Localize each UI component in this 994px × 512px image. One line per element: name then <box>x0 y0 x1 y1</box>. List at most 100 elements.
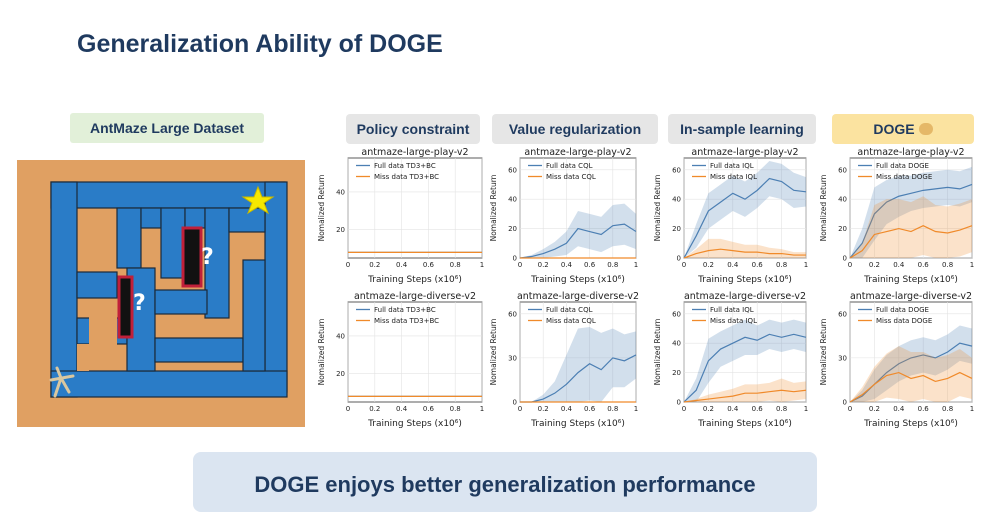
series-band-0 <box>520 203 636 258</box>
ant-robot-icon <box>49 366 75 398</box>
x-tick-label: 0.2 <box>538 405 549 413</box>
x-tick-label: 0 <box>346 405 350 413</box>
x-tick-label: 0.4 <box>893 261 905 269</box>
y-axis-label: Nomalized Return <box>489 174 498 241</box>
x-tick-label: 0 <box>518 261 522 269</box>
legend-label: Full data TD3+BC <box>374 162 436 170</box>
y-axis-label: Nomalized Return <box>653 174 662 241</box>
series-band-0 <box>520 327 636 402</box>
plot-area <box>683 301 807 403</box>
series-band-0 <box>684 319 806 402</box>
y-tick-label: 60 <box>838 310 847 318</box>
y-tick-label: 60 <box>508 166 517 174</box>
series-line-0 <box>520 354 637 403</box>
x-tick-label: 0.8 <box>450 405 461 413</box>
legend-label: Miss data DOGE <box>876 173 932 181</box>
chart-doge-play: antmaze-large-play-v2 0 0.2 0.4 0.6 0.8 1 0 20 40… <box>819 147 974 285</box>
series-line-0 <box>683 333 807 403</box>
question-mark-icon: ? <box>201 245 214 270</box>
legend-label: Miss data IQL <box>710 317 757 325</box>
x-tick-label: 0.6 <box>918 261 930 269</box>
chart-title: antmaze-large-play-v2 <box>857 147 964 158</box>
chart-title: antmaze-large-diverse-v2 <box>354 291 476 302</box>
x-tick-label: 1 <box>804 261 808 269</box>
x-tick-label: 0.8 <box>942 405 953 413</box>
x-tick-label: 1 <box>480 261 484 269</box>
y-tick-label: 0 <box>677 255 681 263</box>
plot-area <box>683 157 807 259</box>
y-tick-label: 0 <box>513 255 517 263</box>
x-axis-label: Training Steps (x10⁶) <box>530 419 625 429</box>
y-axis-label: Nomalized Return <box>317 174 326 241</box>
y-tick-label: 60 <box>508 310 517 318</box>
x-tick-label: 0 <box>346 261 350 269</box>
x-tick-label: 0 <box>518 405 522 413</box>
chart-title: antmaze-large-play-v2 <box>524 147 631 158</box>
y-axis-label: Nomalized Return <box>819 318 828 385</box>
doge-face-icon <box>918 123 933 135</box>
x-tick-label: 1 <box>804 405 808 413</box>
x-tick-label: 0.6 <box>584 261 596 269</box>
y-tick-label: 0 <box>513 399 517 407</box>
y-tick-label: 20 <box>336 370 345 378</box>
y-tick-label: 0 <box>843 255 847 263</box>
maze-walls-inner <box>77 310 117 371</box>
x-axis-label: Training Steps (x10⁶) <box>697 419 792 429</box>
y-axis-label: Nomalized Return <box>653 318 662 385</box>
series-band-0 <box>684 160 806 258</box>
question-mark-icon: ? <box>133 291 146 316</box>
legend-label: Full data CQL <box>546 306 593 314</box>
x-tick-label: 0 <box>848 261 852 269</box>
chart-title: antmaze-large-play-v2 <box>691 147 798 158</box>
y-tick-label: 30 <box>508 354 517 362</box>
legend-label: Miss data IQL <box>710 173 757 181</box>
chart-insample-play: antmaze-large-play-v2 0 0.2 0.4 0.6 0.8 1 0 20 40… <box>653 147 808 285</box>
dataset-label: AntMaze Large Dataset <box>70 113 264 143</box>
y-tick-label: 20 <box>672 369 681 377</box>
y-tick-label: 60 <box>672 310 681 318</box>
missing-region-bottom <box>117 275 134 339</box>
x-tick-label: 0.2 <box>369 405 380 413</box>
series-band-1 <box>850 196 972 258</box>
x-tick-label: 1 <box>480 405 484 413</box>
chart-insample-diverse: antmaze-large-diverse-v2 0 0.2 0.4 0.6 0.8 1 0 2… <box>653 291 808 429</box>
missing-region-top <box>181 226 203 288</box>
series-band-1 <box>684 378 806 402</box>
x-tick-label: 0.6 <box>423 405 435 413</box>
x-tick-label: 0 <box>848 405 852 413</box>
plot-area <box>347 157 483 259</box>
x-tick-label: 0.8 <box>942 261 953 269</box>
chart-title: antmaze-large-diverse-v2 <box>684 291 806 302</box>
x-axis-label: Training Steps (x10⁶) <box>863 275 958 285</box>
footer-banner: DOGE enjoys better generalization perfor… <box>193 452 817 512</box>
x-tick-label: 0.2 <box>703 261 714 269</box>
y-tick-label: 20 <box>672 225 681 233</box>
x-tick-label: 0 <box>682 261 686 269</box>
x-tick-label: 0.6 <box>752 405 764 413</box>
y-tick-label: 20 <box>838 225 847 233</box>
legend-label: Miss data CQL <box>546 173 596 181</box>
chart-title: antmaze-large-play-v2 <box>361 147 468 158</box>
plot-area <box>519 157 637 259</box>
chart-value-diverse: antmaze-large-diverse-v2 0 0.2 0.4 0.6 0.8 1 0 3… <box>489 291 639 429</box>
series-line-0 <box>519 223 637 259</box>
legend-label: Miss data TD3+BC <box>374 317 439 325</box>
x-tick-label: 0.4 <box>561 261 573 269</box>
x-tick-label: 0.2 <box>869 261 880 269</box>
legend-label: Full data DOGE <box>876 306 929 314</box>
y-tick-label: 40 <box>336 332 345 340</box>
y-tick-label: 20 <box>336 226 345 234</box>
legend-label: Full data IQL <box>710 306 754 314</box>
antmaze-image: ? ? <box>17 160 305 427</box>
x-tick-label: 0.8 <box>776 261 787 269</box>
y-tick-label: 60 <box>672 166 681 174</box>
y-axis-label: Nomalized Return <box>819 174 828 241</box>
y-tick-label: 40 <box>336 188 345 196</box>
series-band-0 <box>850 166 972 258</box>
series-line-0 <box>849 183 973 259</box>
legend-label: Full data TD3+BC <box>374 306 436 314</box>
plot-area <box>519 301 637 403</box>
chart-value-play: antmaze-large-play-v2 0 0.2 0.4 0.6 0.8 1 0 20 40… <box>489 147 638 285</box>
y-tick-label: 40 <box>672 196 681 204</box>
series-line-1 <box>683 389 807 403</box>
